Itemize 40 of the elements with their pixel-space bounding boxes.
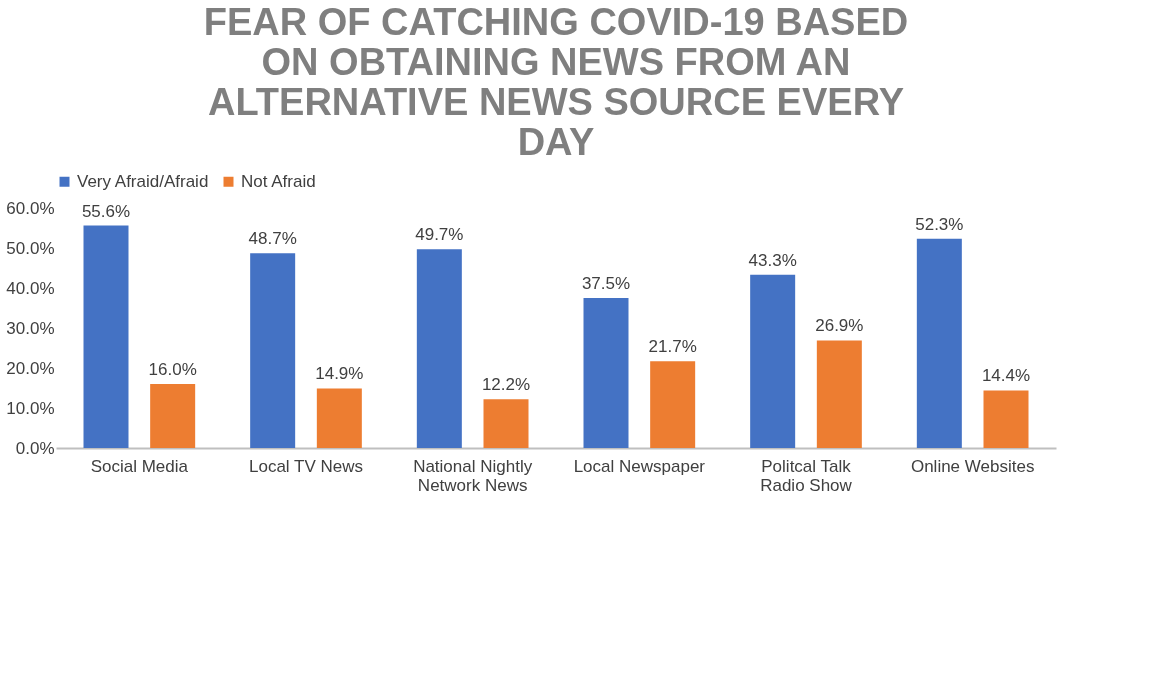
bar (583, 298, 629, 448)
x-tick-label: Social Media (90, 456, 189, 476)
y-tick-label: 60.0% (6, 198, 55, 218)
bar (650, 361, 696, 448)
data-label: 16.0% (148, 360, 197, 379)
x-tick-label: Local TV News (248, 456, 364, 476)
data-label: 52.3% (915, 214, 964, 234)
data-label: 48.7% (248, 229, 297, 249)
data-label: 55.6% (81, 201, 131, 221)
x-tick-label: National Nightly Network News (413, 456, 533, 495)
legend-label: Very Afraid/Afraid (77, 171, 209, 191)
bar (750, 274, 796, 448)
y-tick-label: 20.0% (6, 358, 55, 378)
x-tick-label: Politcal Talk Radio Show (760, 456, 853, 495)
bar (416, 249, 462, 448)
data-label: 43.3% (748, 250, 797, 270)
bar (983, 390, 1029, 448)
data-label: 21.7% (648, 337, 697, 357)
y-tick-label: 30.0% (6, 318, 55, 338)
data-label: 37.5% (581, 274, 631, 293)
data-label: 14.9% (315, 364, 364, 384)
y-tick-label: 10.0% (6, 398, 55, 418)
bar (816, 340, 862, 448)
data-label: 26.9% (815, 316, 864, 336)
y-tick-label: 40.0% (6, 278, 55, 298)
data-label: 49.7% (415, 225, 464, 245)
chart-title: FEAR OF CATCHING COVID-19 BASED ON OBTAINING NEWS FROM AN ALTERNATIVE NEWS SOURCE EVERY DAY (203, 1, 909, 163)
bar (150, 384, 196, 448)
y-tick-label: 50.0% (6, 238, 55, 258)
bar (250, 253, 296, 448)
legend-label: Not Afraid (241, 171, 316, 191)
data-label: 12.2% (481, 375, 531, 395)
y-tick-label: 0.0% (15, 438, 55, 458)
bar (316, 388, 362, 448)
bar (483, 399, 529, 448)
bar (83, 225, 129, 448)
data-label: 14.4% (981, 366, 1031, 386)
bar (916, 238, 962, 448)
x-tick-label: Online Websites (910, 456, 1035, 476)
x-tick-label: Local Newspaper (573, 456, 706, 476)
